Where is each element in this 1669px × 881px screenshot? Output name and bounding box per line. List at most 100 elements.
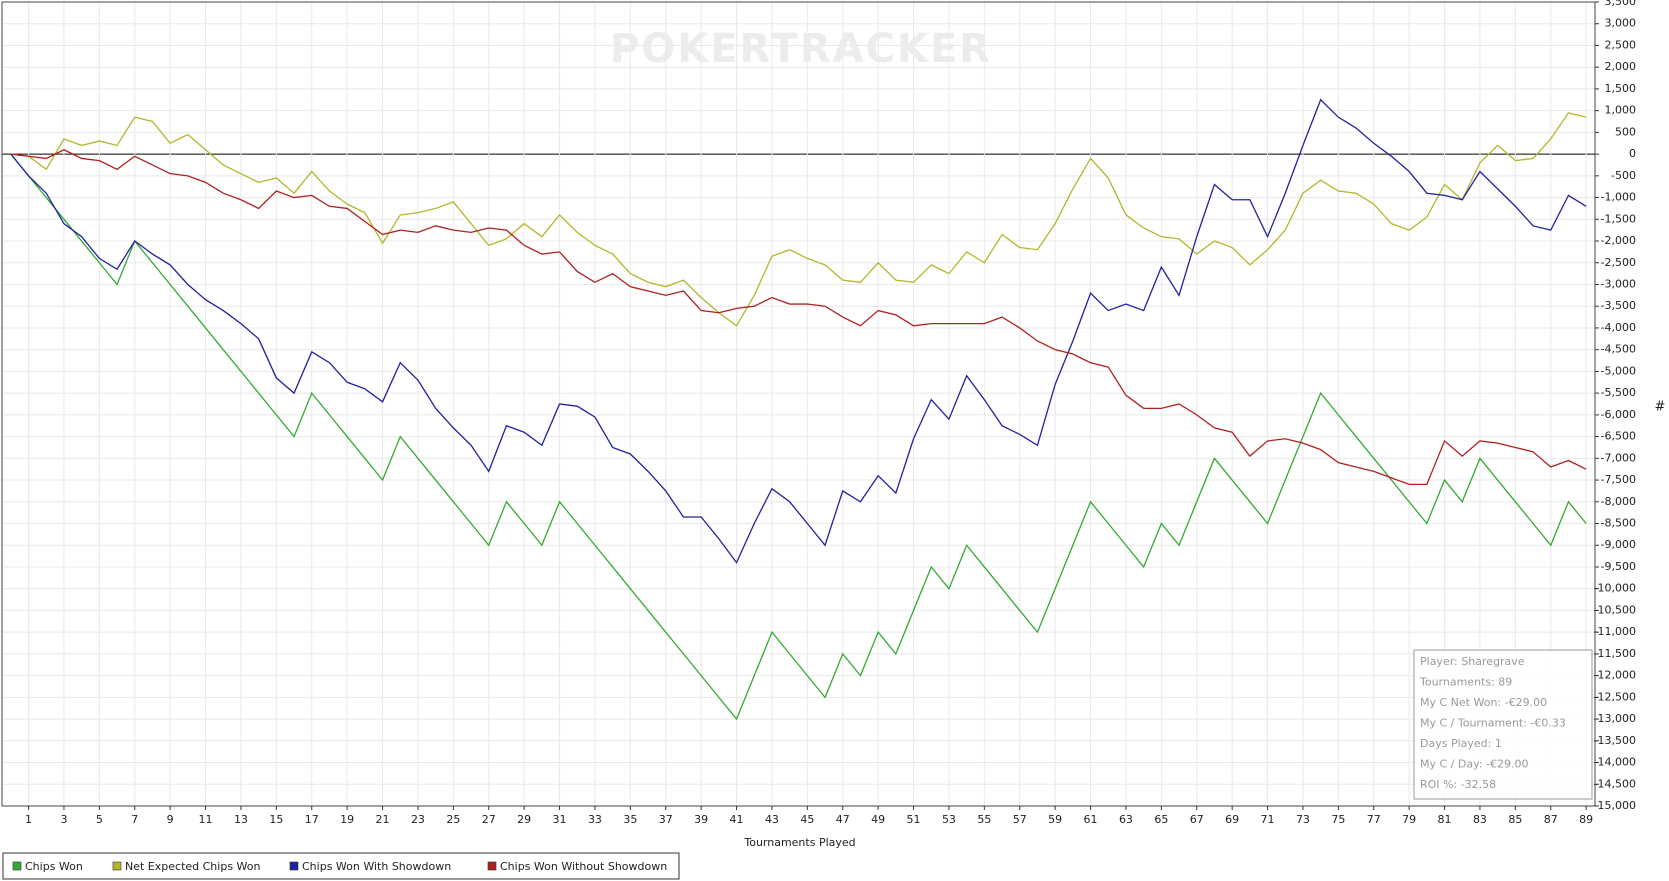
info-text: Player: Sharegrave xyxy=(1420,655,1525,668)
x-tick-label: 89 xyxy=(1579,813,1593,826)
y-tick-label: -7,000 xyxy=(1601,451,1636,464)
x-tick-label: 61 xyxy=(1084,813,1098,826)
y-tick-label: 3,500 xyxy=(1605,0,1637,8)
y-tick-label: -14,500 xyxy=(1594,777,1636,790)
legend-label: Chips Won With Showdown xyxy=(302,860,451,873)
x-tick-label: 81 xyxy=(1438,813,1452,826)
series-line xyxy=(10,112,1587,327)
x-tick-label: 85 xyxy=(1508,813,1522,826)
legend-label: Chips Won Without Showdown xyxy=(500,860,667,873)
x-tick-label: 57 xyxy=(1013,813,1027,826)
x-tick-label: 3 xyxy=(60,813,67,826)
info-text: ROI %: -32.58 xyxy=(1420,778,1496,791)
y-tick-label: -13,000 xyxy=(1594,712,1636,725)
info-text: Days Played: 1 xyxy=(1420,737,1502,750)
x-tick-label: 75 xyxy=(1331,813,1345,826)
y-tick-label: -11,500 xyxy=(1594,647,1636,660)
y-tick-label: -6,000 xyxy=(1601,408,1636,421)
x-tick-label: 41 xyxy=(730,813,744,826)
plot-border xyxy=(1,1,1596,807)
y-tick-label: -12,500 xyxy=(1594,690,1636,703)
legend-label: Net Expected Chips Won xyxy=(125,860,261,873)
x-tick-label: 23 xyxy=(411,813,425,826)
y-tick-label: 1,000 xyxy=(1605,104,1637,117)
x-tick-label: 29 xyxy=(517,813,531,826)
y-tick-label: -9,000 xyxy=(1601,538,1636,551)
y-tick-label: 3,000 xyxy=(1605,17,1637,30)
series-line xyxy=(10,98,1587,564)
y-tick-label: -9,500 xyxy=(1601,560,1636,573)
legend-swatch xyxy=(112,861,122,871)
legend-swatch xyxy=(289,861,299,871)
x-tick-label: 33 xyxy=(588,813,602,826)
y-tick-label: -4,500 xyxy=(1601,343,1636,356)
info-text: My C / Day: -€29.00 xyxy=(1420,758,1528,771)
x-tick-label: 63 xyxy=(1119,813,1133,826)
y-tick-label: -12,000 xyxy=(1594,669,1636,682)
x-tick-label: 79 xyxy=(1402,813,1416,826)
grid xyxy=(2,1,1595,807)
x-tick-label: 9 xyxy=(167,813,174,826)
watermark: POKERTRACKER xyxy=(610,26,992,72)
x-tick-label: 27 xyxy=(482,813,496,826)
y-tick-label: -3,000 xyxy=(1601,277,1636,290)
x-tick-label: 19 xyxy=(340,813,354,826)
y-tick-label: -1,500 xyxy=(1601,212,1636,225)
y-tick-label: -11,000 xyxy=(1594,625,1636,638)
x-tick-label: 55 xyxy=(977,813,991,826)
y-tick-label: -6,500 xyxy=(1601,430,1636,443)
x-tick-label: 15 xyxy=(269,813,283,826)
legend-swatch xyxy=(12,861,22,871)
y-tick-label: 2,000 xyxy=(1605,60,1637,73)
y-tick-label: -500 xyxy=(1611,169,1636,182)
y-tick-label: -13,500 xyxy=(1594,734,1636,747)
x-tick-label: 45 xyxy=(800,813,814,826)
y-tick-label: -15,000 xyxy=(1594,799,1636,812)
y-tick-label: -7,500 xyxy=(1601,473,1636,486)
x-tick-label: 13 xyxy=(234,813,248,826)
x-tick-label: 21 xyxy=(376,813,390,826)
x-tick-label: 37 xyxy=(659,813,673,826)
y-tick-label: -1,000 xyxy=(1601,191,1636,204)
info-text: My C / Tournament: -€0.33 xyxy=(1420,717,1566,730)
x-tick-label: 53 xyxy=(942,813,956,826)
series-line xyxy=(10,153,1587,721)
x-tick-label: 59 xyxy=(1048,813,1062,826)
x-tick-label: 25 xyxy=(446,813,460,826)
x-tick-label: 67 xyxy=(1190,813,1204,826)
y-tick-label: -2,500 xyxy=(1601,256,1636,269)
series-line xyxy=(10,149,1587,486)
info-text: My C Net Won: -€29.00 xyxy=(1420,696,1547,709)
y-tick-label: -14,000 xyxy=(1594,756,1636,769)
x-tick-label: 51 xyxy=(907,813,921,826)
x-tick-label: 71 xyxy=(1261,813,1275,826)
x-tick-label: 77 xyxy=(1367,813,1381,826)
x-tick-label: 5 xyxy=(96,813,103,826)
x-tick-label: 11 xyxy=(199,813,213,826)
info-box xyxy=(1413,649,1593,800)
y-axis-title: # xyxy=(1655,400,1666,415)
info-text: Tournaments: 89 xyxy=(1419,676,1512,689)
y-tick-label: -10,500 xyxy=(1594,603,1636,616)
y-tick-label: -4,000 xyxy=(1601,321,1636,334)
y-tick-label: 1,500 xyxy=(1605,82,1637,95)
x-tick-label: 73 xyxy=(1296,813,1310,826)
x-tick-label: 35 xyxy=(623,813,637,826)
x-tick-label: 87 xyxy=(1544,813,1558,826)
y-tick-label: 2,500 xyxy=(1605,38,1637,51)
x-tick-label: 1 xyxy=(25,813,32,826)
x-tick-label: 47 xyxy=(836,813,850,826)
x-tick-label: 69 xyxy=(1225,813,1239,826)
legend-swatch xyxy=(487,861,497,871)
legend-label: Chips Won xyxy=(25,860,83,873)
y-tick-label: -5,500 xyxy=(1601,386,1636,399)
x-tick-label: 39 xyxy=(694,813,708,826)
x-tick-label: 83 xyxy=(1473,813,1487,826)
x-tick-label: 17 xyxy=(305,813,319,826)
y-tick-label: -8,500 xyxy=(1601,517,1636,530)
y-tick-label: -8,000 xyxy=(1601,495,1636,508)
x-tick-label: 43 xyxy=(765,813,779,826)
